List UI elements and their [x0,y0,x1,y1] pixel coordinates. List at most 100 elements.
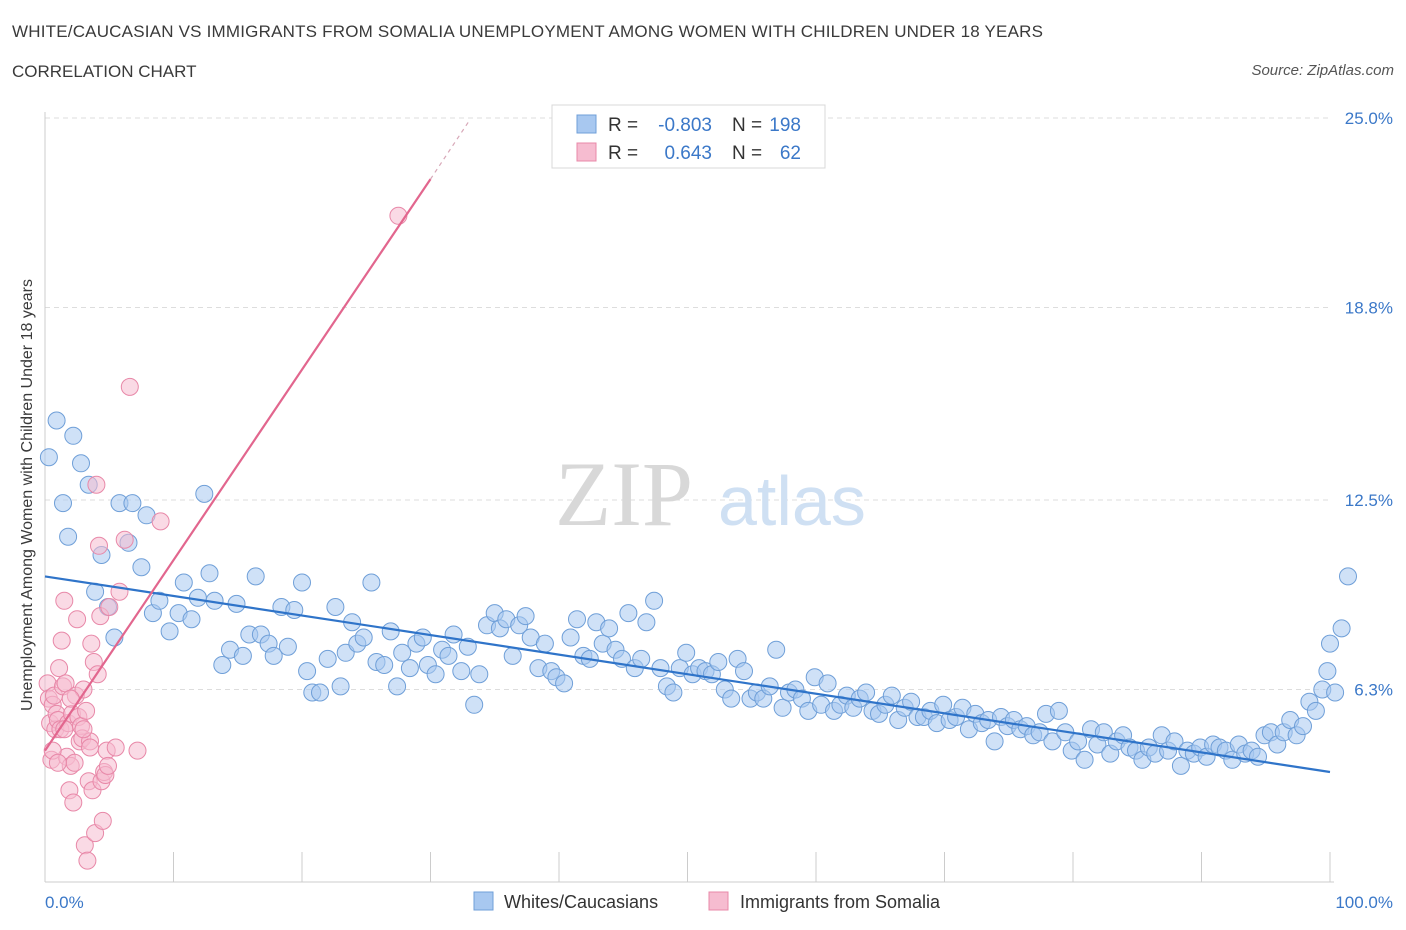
point-whites [64,426,83,445]
point-somalia [115,530,134,549]
point-whites [1332,619,1351,638]
point-whites [1165,732,1184,751]
point-whites [150,591,169,610]
point-whites [381,622,400,641]
point-whites [1321,634,1339,653]
point-whites [818,674,837,693]
point-whites [195,484,214,503]
point-whites [1043,732,1062,751]
point-somalia [68,610,87,629]
point-whites [1075,750,1094,769]
point-whites [123,494,142,513]
point-whites [934,695,953,714]
watermark: ZIP atlas [555,443,866,545]
point-whites [1306,701,1325,720]
bottom-legend-label-whites: Whites/Caucasians [504,892,658,912]
point-somalia [74,680,93,699]
source-label: Source: ZipAtlas.com [1251,62,1394,79]
stats-r-label-1: R = [608,115,638,136]
point-whites [59,527,78,546]
point-somalia [106,738,125,757]
point-whites [619,604,638,623]
point-whites [857,683,876,702]
point-whites [503,646,522,665]
stats-n-label-1: N = [732,115,762,136]
point-somalia [87,475,106,494]
point-somalia [81,738,99,757]
stats-legend: R = -0.803 N = 198 R = 0.643 N = 62 [551,104,826,169]
point-whites [400,659,419,678]
point-whites [645,591,664,610]
point-whites [902,692,921,711]
y-tick-label: 12.5% [1345,491,1393,510]
x-tick-labels: 0.0% 100.0% [45,893,1393,912]
point-whites [1326,683,1345,702]
point-whites [200,564,219,583]
point-whites [773,698,792,717]
point-somalia [74,720,93,739]
trendline-somalia [44,178,432,752]
point-whites [1318,662,1337,681]
point-whites [174,573,193,592]
point-whites [298,662,317,681]
point-whites [767,640,786,659]
point-somalia [90,536,108,555]
x-tick-label: 0.0% [45,893,84,912]
stats-n-value-1: 198 [769,115,801,136]
series-somalia-points [38,206,408,870]
point-whites [568,610,586,629]
point-whites [439,646,458,665]
point-whites [388,677,407,696]
trendline-whites [44,575,1331,774]
point-whites [1171,756,1190,775]
point-whites [600,619,619,638]
point-whites [664,683,683,702]
trendlines [44,120,1331,774]
point-whites [264,646,283,665]
point-whites [535,634,554,653]
stats-n-value-2: 62 [780,143,801,164]
watermark-zip: ZIP [555,443,693,545]
point-whites [246,567,265,586]
point-whites [233,646,252,665]
point-whites [362,573,381,592]
point-whites [318,649,337,668]
point-somalia [52,631,71,650]
point-somalia [100,598,119,616]
point-whites [182,610,201,629]
stats-legend-swatch-blue [576,114,597,134]
point-somalia [77,701,96,720]
point-whites [47,411,66,430]
point-whites [637,613,656,632]
watermark-atlas: atlas [718,462,866,540]
y-tick-labels: 6.3% 12.5% 18.8% 25.0% [1345,109,1393,699]
stats-legend-swatch-pink [576,142,597,162]
point-whites [413,628,432,647]
point-whites [54,494,72,513]
point-whites [1049,701,1068,720]
y-tick-label: 18.8% [1345,298,1393,317]
point-whites [278,637,297,656]
point-whites [293,573,311,592]
point-whites [1294,717,1312,736]
point-whites [735,662,753,681]
point-whites [326,598,345,616]
point-somalia [50,659,69,678]
trendline-somalia-extension [430,120,470,180]
stats-r-value-2: 0.643 [664,143,712,164]
chart-title: WHITE/CAUCASIAN VS IMMIGRANTS FROM SOMAL… [12,22,1044,41]
point-whites [160,622,179,641]
bottom-legend-swatch-blue [473,891,494,911]
point-whites [354,628,373,647]
stats-n-label-2: N = [732,143,762,164]
bottom-legend: Whites/Caucasians Immigrants from Somali… [473,891,941,912]
point-whites [393,643,412,662]
point-whites [722,689,741,708]
point-somalia [48,753,67,772]
point-whites [677,643,696,662]
bottom-legend-swatch-pink [708,891,729,911]
point-whites [426,665,445,684]
bottom-legend-label-somalia: Immigrants from Somalia [740,892,941,912]
point-somalia [120,377,139,396]
point-somalia [99,756,117,775]
